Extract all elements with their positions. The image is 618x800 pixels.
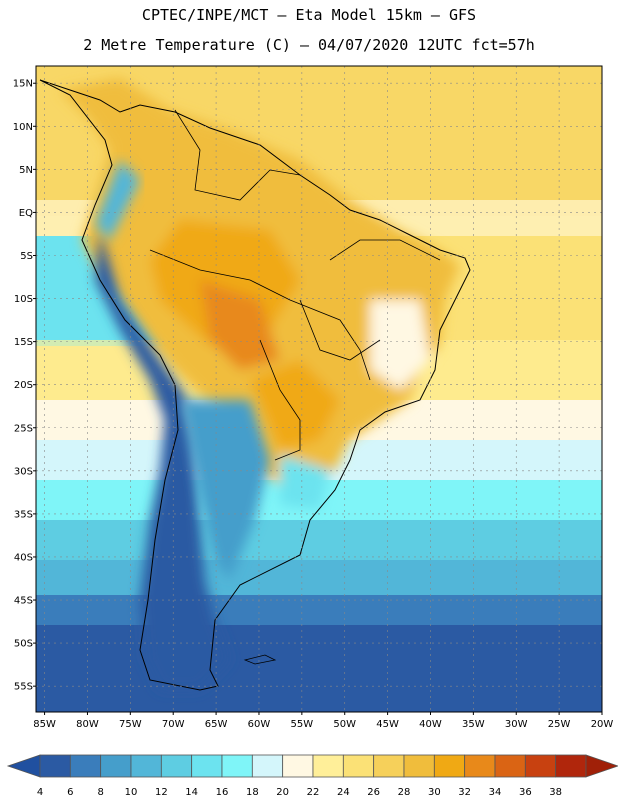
colorbar-label: 22 [307,787,320,798]
colorbar-label: 36 [519,787,532,798]
colorbar-label: 32 [458,787,471,798]
longitude-label: 50W [333,719,356,730]
colorbar-label: 18 [246,787,259,798]
colorbar-label: 26 [367,787,380,798]
colorbar-label: 28 [398,787,411,798]
colorbar-swatch [251,754,284,778]
colorbar-label: 6 [67,787,73,798]
latitude-label: 25S [14,423,33,434]
colorbar-label: 16 [216,787,229,798]
colorbar-swatch [160,754,193,778]
land-temperature [60,78,460,510]
longitude-label: 80W [76,719,99,730]
latitude-label: 5N [19,165,33,176]
colorbar-swatch [69,754,102,778]
colorbar-label: 12 [155,787,168,798]
colorbar-swatch [282,754,314,778]
colorbar-label: 10 [125,787,138,798]
latitude-labels: 15N 10N 5N EQ 5S 10S 15S 20S 25S 30S 35S 40S 45S 50S 5… [13,79,36,693]
latitude-label: 30S [14,466,33,477]
longitude-label: 75W [119,719,142,730]
colorbar-label: 38 [549,787,562,798]
longitude-label: 85W [33,719,56,730]
latitude-label: 10S [14,294,33,305]
colorbar-label: 14 [185,787,198,798]
latitude-label: 55S [14,682,33,693]
colorbar-swatch [221,754,253,778]
colorbar-swatch [39,754,71,778]
colorbar-label: 4 [37,787,43,798]
colorbar-under-arrow [6,754,41,778]
latitude-label: 10N [13,122,33,133]
longitude-label: 20W [591,719,614,730]
longitude-label: 55W [291,719,314,730]
latitude-label: 5S [20,251,33,262]
latitude-label: 40S [14,552,33,563]
colorbar-label: 20 [276,787,289,798]
colorbar-swatch [433,754,466,778]
colorbar-swatch [100,754,132,778]
longitude-label: 25W [548,719,571,730]
colorbar-swatch [342,754,375,778]
colorbar-swatch [312,754,344,778]
colorbar: 4 6 8 10 12 14 16 18 20 22 24 26 28 30 32 34 36 38 [6,754,618,798]
temperature-field [36,66,602,712]
latitude-label: 15N [13,79,33,90]
longitude-labels: 85W 80W 75W 70W 65W 60W 55W 50W 45W 40W 35W 30W 25W 2… [33,712,613,730]
latitude-label: 45S [14,596,33,607]
latitude-label: 50S [14,639,33,650]
map-frame [35,65,603,713]
colorbar-swatch [130,754,162,778]
colorbar-label: 24 [337,787,350,798]
colorbar-swatch [403,754,435,778]
colorbar-swatch [494,754,526,778]
longitude-label: 40W [419,719,442,730]
longitude-label: 30W [505,719,528,730]
chart-subtitle: 2 Metre Temperature (C) – 04/07/2020 12U… [83,36,535,54]
colorbar-swatch [524,754,557,778]
longitude-label: 60W [248,719,271,730]
colorbar-label: 30 [428,787,441,798]
colorbar-over-arrow [585,754,618,778]
latitude-label: 35S [14,509,33,520]
latitude-label: EQ [19,208,33,219]
graticule [36,66,603,712]
latitude-label: 15S [14,337,33,348]
colorbar-swatch [373,754,405,778]
colorbar-label: 34 [489,787,502,798]
latitude-label: 20S [14,380,33,391]
colorbar-swatch [555,754,587,778]
longitude-label: 45W [376,719,399,730]
colorbar-label: 8 [97,787,103,798]
colorbar-swatch [191,754,223,778]
longitude-label: 35W [462,719,485,730]
longitude-label: 70W [162,719,185,730]
longitude-label: 65W [205,719,228,730]
chart-title: CPTEC/INPE/MCT – Eta Model 15km – GFS [141,6,477,24]
colorbar-swatch [464,754,496,778]
